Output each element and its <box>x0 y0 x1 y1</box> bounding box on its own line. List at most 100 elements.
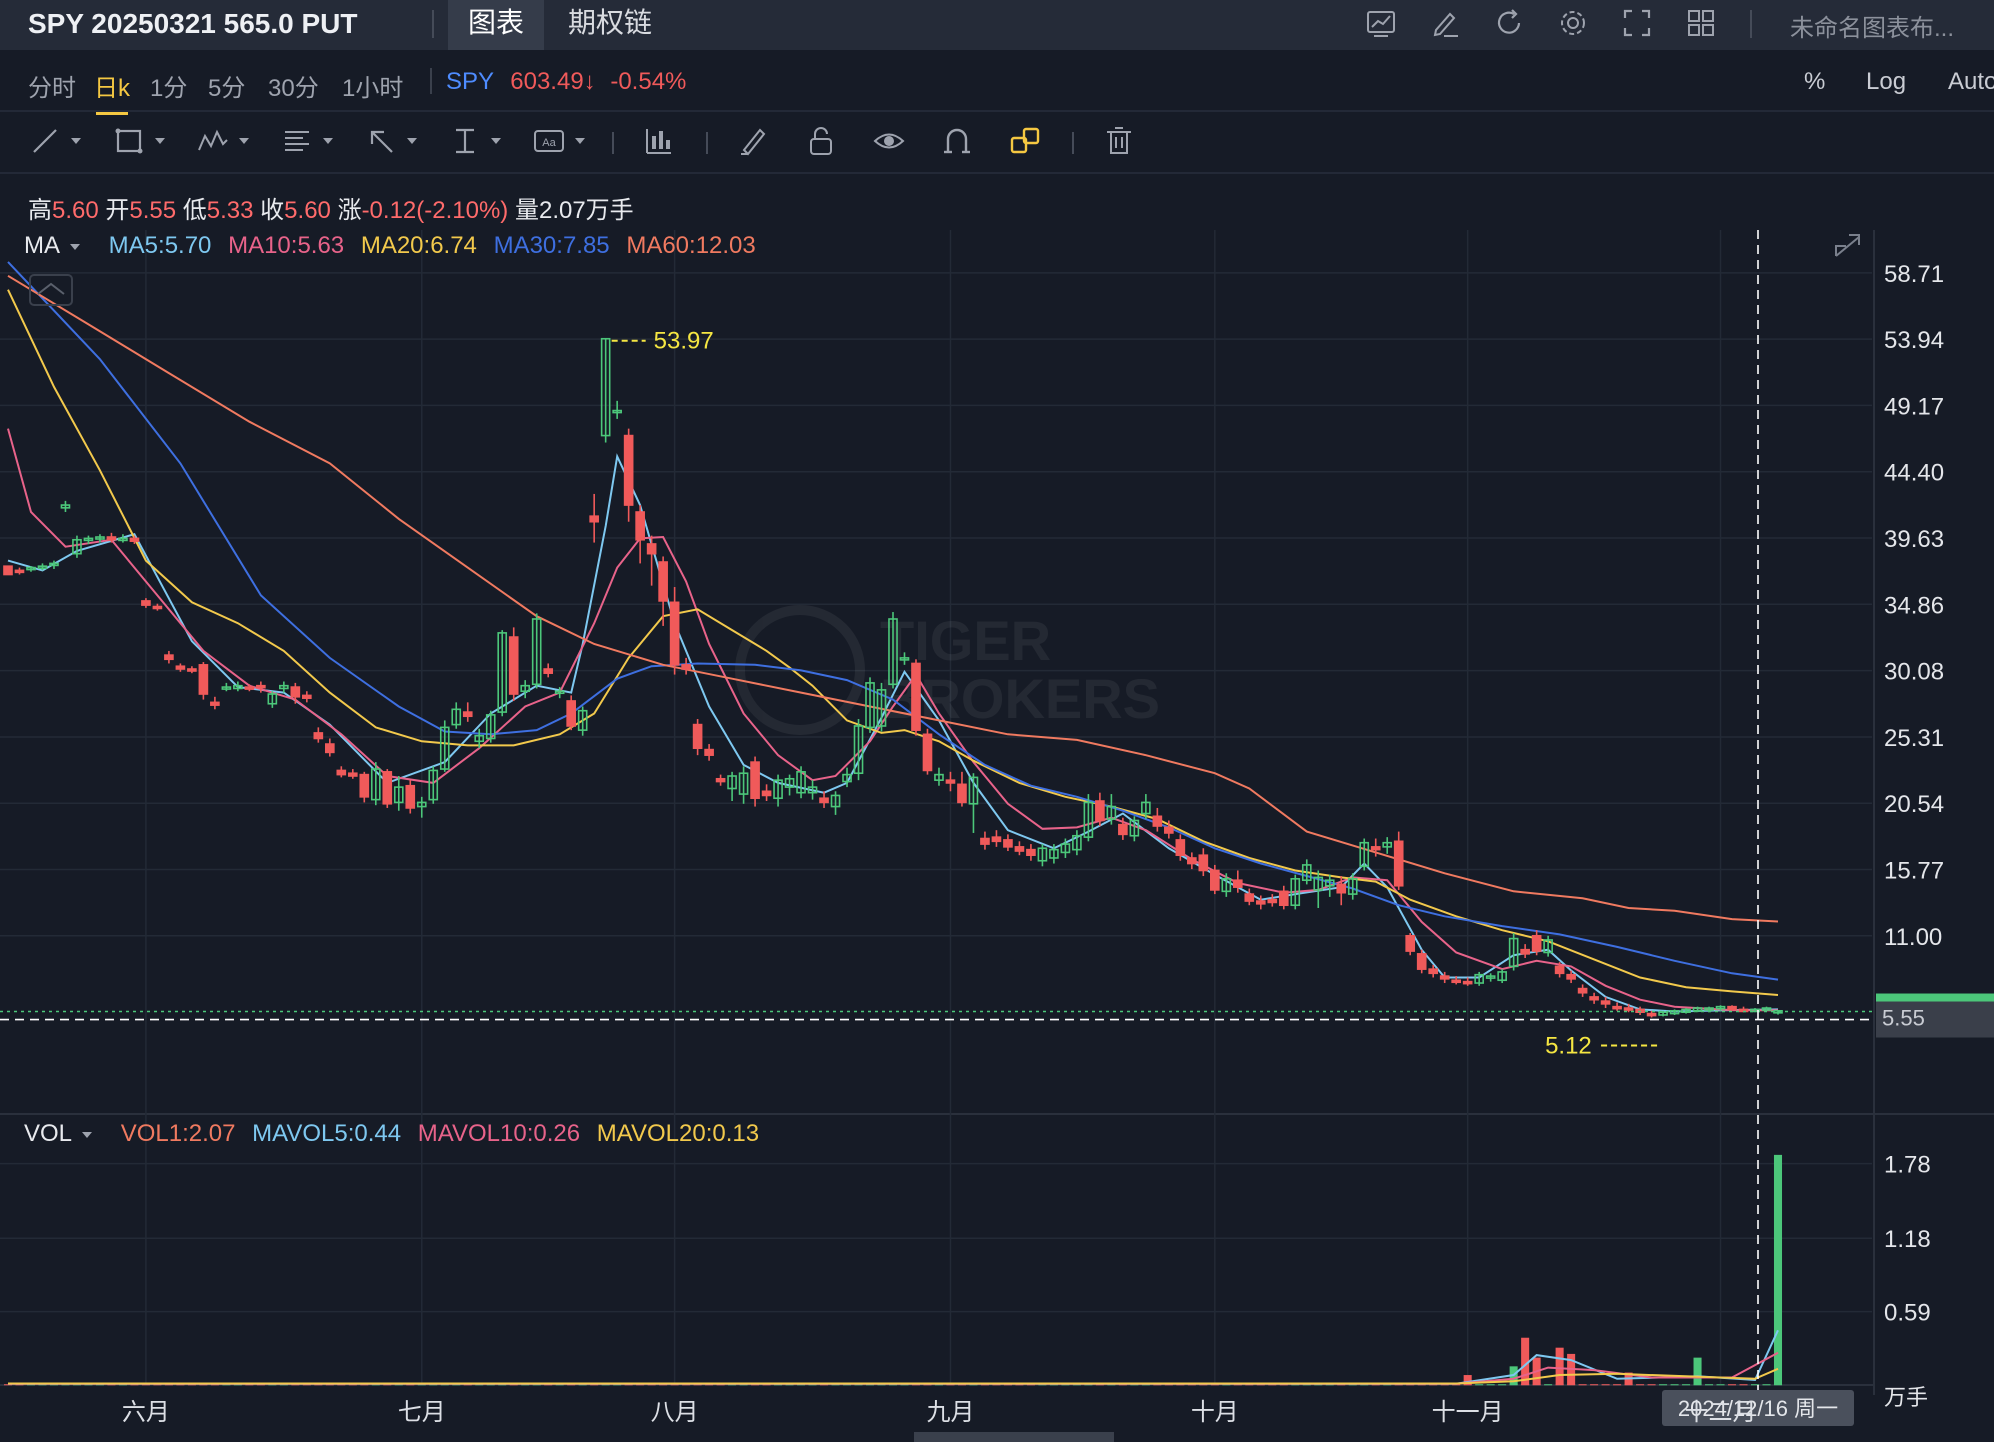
lock-icon[interactable] <box>804 124 838 158</box>
trash-icon[interactable] <box>1102 124 1136 158</box>
chart-line-icon[interactable] <box>1364 6 1398 40</box>
candle-body <box>1566 973 1576 980</box>
measure-tool-icon[interactable] <box>448 124 482 158</box>
mavol20-line <box>8 1367 1779 1385</box>
brush-icon[interactable] <box>736 124 770 158</box>
underlying-quote[interactable]: SPY 603.49↓ -0.54% <box>446 68 686 96</box>
chevron-down-icon[interactable] <box>491 138 501 144</box>
expand-chart-icon[interactable] <box>1835 234 1860 257</box>
fullscreen-icon[interactable] <box>1620 6 1654 40</box>
candle-body <box>1278 890 1289 907</box>
ma5-value: MA5:5.70 <box>108 232 212 259</box>
refresh-icon[interactable] <box>1492 6 1526 40</box>
chart-layout-name[interactable]: 未命名图表布... <box>1790 15 1955 42</box>
candle-body <box>554 690 565 695</box>
magnet-icon[interactable] <box>940 124 974 158</box>
candle-body <box>1543 939 1553 954</box>
close-label: 收 <box>260 197 285 224</box>
line-tool-icon[interactable] <box>28 124 62 158</box>
candle-body <box>1049 848 1059 859</box>
collapse-legend-button[interactable] <box>29 274 73 306</box>
scale-log-button[interactable]: Log <box>1866 68 1907 95</box>
candle-body <box>807 786 818 794</box>
chart-grid <box>0 230 1994 1395</box>
change-value: -0.12(-2.10%) <box>361 197 509 224</box>
candle-body <box>359 773 370 798</box>
underlying-price: 603.49 <box>510 68 584 95</box>
chevron-down-icon[interactable] <box>82 1131 93 1138</box>
candle-body <box>451 708 462 726</box>
pattern-tool-icon[interactable] <box>196 124 230 158</box>
chevron-down-icon[interactable] <box>575 138 585 144</box>
volume-bar <box>1521 1337 1530 1385</box>
tab-option-chain[interactable]: 期权链 <box>568 7 653 38</box>
indicator-icon[interactable] <box>642 124 676 158</box>
volume-bar <box>1705 1384 1714 1386</box>
candle-body <box>1485 975 1496 979</box>
text-tool-icon[interactable]: Aa <box>532 124 566 158</box>
volume-bar <box>1544 1384 1553 1386</box>
candle-body <box>198 664 209 695</box>
ma-indicator-button[interactable]: MA <box>24 232 60 259</box>
period-5min[interactable]: 5分 <box>208 75 246 102</box>
candle-body <box>1577 987 1588 994</box>
volume-bar <box>1601 1384 1610 1386</box>
month-label: 十二月 <box>1685 1399 1757 1426</box>
candle-body <box>428 769 439 801</box>
candle-body <box>1600 1000 1611 1005</box>
chevron-down-icon[interactable] <box>239 138 249 144</box>
price-tick-label: 39.63 <box>1884 526 1944 553</box>
rectangle-tool-icon[interactable] <box>112 124 146 158</box>
settings-icon[interactable] <box>1556 6 1590 40</box>
scale-auto-button[interactable]: Auto <box>1948 68 1994 95</box>
mavol20-value: MAVOL20:0.13 <box>596 1120 760 1147</box>
arrow-tool-icon[interactable] <box>364 124 398 158</box>
tab-chart[interactable]: 图表 <box>448 0 545 50</box>
fibonacci-tool-icon[interactable] <box>280 124 314 158</box>
price-tick-label: 44.40 <box>1884 460 1944 487</box>
vol-indicator-button[interactable]: VOL <box>24 1120 73 1147</box>
candle-body <box>370 768 381 801</box>
top-bar: SPY 20250321 565.0 PUT 图表 期权链 未命名图表布... <box>0 0 1994 50</box>
scale-percent-button[interactable]: % <box>1804 68 1826 95</box>
link-icon[interactable] <box>1008 124 1042 158</box>
candle-body <box>83 537 94 542</box>
period-30min[interactable]: 30分 <box>268 75 319 102</box>
volume-bar <box>1716 1384 1725 1386</box>
price-tick-label: 58.71 <box>1884 261 1944 288</box>
chevron-down-icon[interactable] <box>407 138 417 144</box>
chevron-down-icon[interactable] <box>155 138 165 144</box>
eye-icon[interactable] <box>872 124 906 158</box>
candle-body <box>1141 801 1151 815</box>
price-markers: 53.97 5.12 5.55 2024/12/16 周一 <box>0 230 1994 1442</box>
candle-body <box>1520 948 1530 955</box>
candle-body <box>681 664 691 670</box>
period-bar: 分时 日k 1分 5分 30分 1小时 SPY 603.49↓ -0.54% %… <box>0 52 1994 115</box>
chevron-down-icon[interactable] <box>323 138 333 144</box>
period-1hour[interactable]: 1小时 <box>342 75 404 102</box>
volume-tick-label: 1.18 <box>1884 1226 1931 1253</box>
price-tick-label: 49.17 <box>1884 393 1944 420</box>
period-1min[interactable]: 1分 <box>150 75 188 102</box>
candle-body <box>796 771 806 794</box>
volume-bar <box>1647 1384 1656 1386</box>
candle-body <box>106 536 117 541</box>
candle-body <box>773 779 783 800</box>
mavol10-value: MAVOL10:0.26 <box>417 1120 581 1147</box>
candle-body <box>244 686 255 690</box>
chevron-down-icon[interactable] <box>71 138 81 144</box>
candle-body <box>1095 800 1105 822</box>
chevron-down-icon[interactable] <box>70 243 80 250</box>
candle-body <box>600 337 611 437</box>
edit-icon[interactable] <box>1428 6 1462 40</box>
volume-bar <box>1613 1384 1622 1386</box>
layout-grid-icon[interactable] <box>1684 6 1718 40</box>
candle-body <box>313 732 324 740</box>
period-daily[interactable]: 日k <box>94 68 130 115</box>
candle-body <box>1393 840 1404 887</box>
candle-body <box>72 538 82 555</box>
candle-body <box>1187 857 1197 865</box>
open-label: 开 <box>105 197 130 224</box>
period-timeshare[interactable]: 分时 <box>28 75 76 102</box>
